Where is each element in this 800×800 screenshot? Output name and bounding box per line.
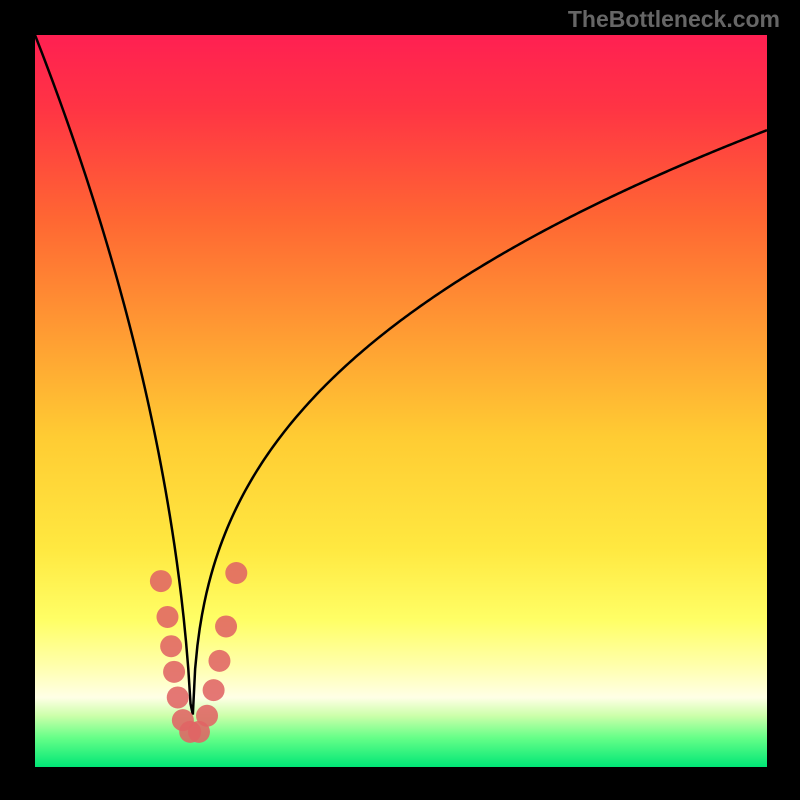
plot-area [35,35,767,767]
data-marker [203,679,225,701]
watermark-text: TheBottleneck.com [568,6,780,33]
data-marker [225,562,247,584]
data-marker [215,615,237,637]
data-marker [208,650,230,672]
data-marker [156,606,178,628]
data-marker [163,661,185,683]
data-marker [160,635,182,657]
gradient-background [35,35,767,767]
data-marker [196,705,218,727]
plot-svg [35,35,767,767]
data-marker [167,686,189,708]
data-marker [150,570,172,592]
figure-root: TheBottleneck.com [0,0,800,800]
